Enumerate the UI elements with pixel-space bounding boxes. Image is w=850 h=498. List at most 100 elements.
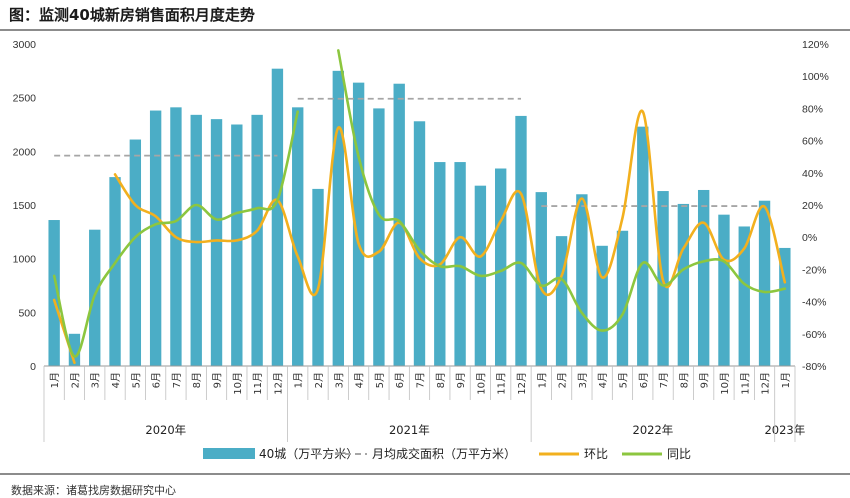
month-label: 12月 (272, 372, 284, 395)
year-label: 2020年 (145, 423, 186, 437)
year-label: 2022年 (633, 423, 674, 437)
right-tick-label: 20% (802, 200, 823, 212)
month-label: 2月 (313, 372, 325, 388)
month-label: 4月 (110, 372, 122, 388)
bar-10 (231, 124, 243, 366)
yoy-line-segment-2 (337, 49, 787, 332)
plot-area: 0 500 1000 1500 2000 2500 3000 -80% -60% -40% -20%… (13, 39, 829, 442)
bar-27 (576, 194, 588, 366)
bar-12 (271, 68, 284, 366)
bar-8 (190, 114, 202, 366)
left-tick-label: 0 (30, 361, 36, 373)
left-tick-label: 500 (18, 307, 36, 319)
bar-19 (413, 121, 426, 366)
month-label: 5月 (374, 372, 386, 388)
legend-swatch-bars (203, 448, 255, 459)
month-label: 10月 (719, 372, 731, 395)
bar-18 (393, 83, 405, 367)
bar-6 (149, 110, 162, 367)
right-tick-label: -40% (802, 297, 827, 309)
month-label: 11月 (252, 372, 264, 395)
month-label: 1月 (780, 372, 792, 388)
bar-32 (677, 203, 690, 366)
bar-9 (210, 119, 223, 366)
month-label: 9月 (455, 372, 467, 388)
legend-label-average: 月均成交面积（万平方米） (372, 446, 516, 461)
month-label: 9月 (212, 372, 224, 388)
month-label: 7月 (658, 372, 670, 388)
month-label: 10月 (232, 372, 244, 395)
month-label: 5月 (130, 372, 142, 388)
right-tick-label: 60% (802, 136, 823, 148)
bar-2 (68, 333, 81, 366)
bar-37 (779, 247, 791, 366)
bar-25 (535, 192, 547, 366)
month-label: 6月 (394, 372, 406, 388)
legend-label-yoy: 同比 (667, 447, 691, 461)
yoy-line-segment-1 (52, 110, 300, 358)
legend: 40城（万平方米） 月均成交面积（万平方米） 环比 同比 (203, 446, 691, 461)
month-label: 2月 (69, 372, 81, 388)
month-label: 11月 (496, 372, 508, 395)
mom-line-segment-2 (113, 109, 787, 297)
month-label: 2月 (557, 372, 569, 388)
right-tick-label: 80% (802, 103, 823, 115)
left-tick-label: 1000 (13, 254, 37, 266)
month-label: 6月 (151, 372, 163, 388)
bar-1 (48, 220, 60, 366)
month-label: 11月 (739, 372, 751, 395)
year-label: 2021年 (389, 423, 430, 437)
bar-26 (555, 236, 568, 366)
month-label: 3月 (333, 372, 345, 388)
bar-29 (616, 230, 629, 366)
bar-11 (251, 114, 263, 366)
month-label: 12月 (760, 372, 772, 395)
bar-14 (312, 188, 324, 366)
bar-23 (495, 168, 507, 366)
left-tick-label: 2500 (13, 93, 37, 105)
month-label: 4月 (597, 372, 609, 388)
month-label: 1月 (49, 372, 61, 388)
month-label: 5月 (617, 372, 629, 388)
bar-28 (596, 245, 608, 366)
right-tick-label: -80% (802, 361, 827, 373)
year-label: 2023年 (764, 423, 805, 437)
month-label: 4月 (354, 372, 366, 388)
month-label: 8月 (191, 372, 203, 388)
month-label: 1月 (536, 372, 548, 388)
month-label: 8月 (678, 372, 690, 388)
legend-label-bars: 40城（万平方米） (259, 446, 358, 461)
bar-17 (373, 108, 385, 367)
left-tick-label: 1500 (13, 200, 37, 212)
right-tick-label: -20% (802, 264, 827, 276)
right-tick-label: 120% (802, 39, 829, 51)
month-label: 3月 (577, 372, 589, 388)
chart-title: 图：监测40城新房销售面积月度走势 (9, 6, 255, 24)
month-label: 8月 (435, 372, 447, 388)
bar-15 (332, 70, 344, 366)
source-note: 数据来源：诸葛找房数据研究中心 (11, 483, 176, 497)
bar-34 (718, 214, 730, 366)
left-tick-label: 2000 (13, 146, 37, 158)
right-tick-label: -60% (802, 329, 827, 341)
month-label: 10月 (475, 372, 487, 395)
month-label: 9月 (699, 372, 711, 388)
month-label: 3月 (90, 372, 102, 388)
bar-21 (454, 162, 466, 366)
bar-16 (352, 82, 365, 366)
bar-13 (292, 107, 304, 367)
bar-24 (515, 115, 527, 366)
bar-30 (637, 126, 649, 366)
bar-35 (738, 226, 750, 366)
bar-5 (129, 139, 142, 366)
right-tick-label: 40% (802, 168, 823, 180)
month-label: 7月 (415, 372, 427, 388)
month-label: 12月 (516, 372, 528, 395)
bar-36 (758, 200, 771, 366)
month-label: 6月 (638, 372, 650, 388)
bar-33 (697, 189, 710, 366)
right-tick-label: 100% (802, 71, 829, 83)
left-tick-label: 3000 (13, 39, 37, 51)
month-label: 7月 (171, 372, 183, 388)
